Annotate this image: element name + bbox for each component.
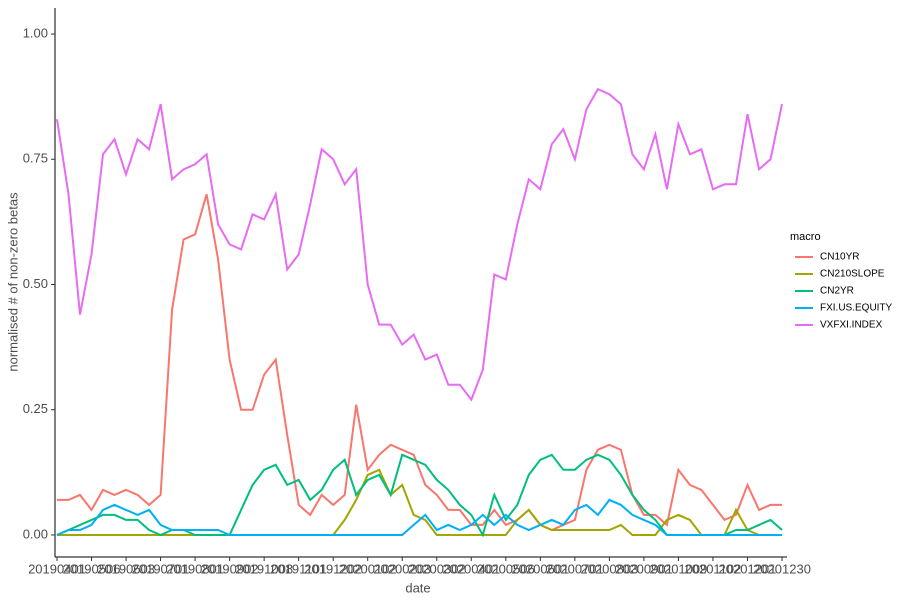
y-tick-label: 0.00 [23, 526, 48, 541]
x-tick-label: 20190506 [63, 561, 121, 576]
x-tick-label: 20200401 [442, 561, 500, 576]
y-axis-label: normalised # of non-zero betas [5, 192, 20, 372]
x-tick-label: 20200203 [373, 561, 431, 576]
x-tick-label: 20190801 [166, 561, 224, 576]
series-line [56, 87, 783, 402]
x-tick-label: 20191202 [304, 561, 362, 576]
x-tick-label: 20200506 [477, 561, 535, 576]
legend-title: macro [790, 231, 821, 243]
series-line [57, 194, 782, 532]
x-tick-label: 20201102 [685, 561, 742, 576]
x-tick-label: 20190902 [201, 561, 259, 576]
x-tick-label: 20200302 [408, 561, 466, 576]
x-tick-label: 20191101 [270, 561, 327, 576]
x-tick-label: 20190401 [28, 561, 86, 576]
x-tick-label: 20201009 [650, 561, 708, 576]
legend-label: FXI.US.EQUITY [820, 303, 893, 314]
y-tick-label: 0.75 [23, 151, 48, 166]
x-tick-label: 20200803 [580, 561, 638, 576]
x-tick-label: 20190603 [97, 561, 155, 576]
x-tick-label: 20200701 [546, 561, 604, 576]
x-axis-label: date [405, 580, 430, 595]
x-tick-label: 20201201 [719, 561, 777, 576]
x-tick-label: 20201230 [753, 561, 811, 576]
x-tick-label: 20200901 [615, 561, 673, 576]
x-tick-label: 20200601 [511, 561, 569, 576]
legend-label: CN10YR [820, 252, 859, 263]
legend-label: VXFXI.INDEX [820, 320, 883, 331]
y-tick-label: 0.25 [23, 401, 48, 416]
series-line [56, 498, 782, 536]
x-tick-label: 20200102 [339, 561, 397, 576]
series-line [57, 468, 782, 536]
y-tick-label: 1.00 [23, 25, 48, 40]
x-tick-label: 20191008 [235, 561, 293, 576]
y-tick-label: 0.50 [23, 276, 48, 291]
legend-label: CN2YR [820, 286, 854, 297]
x-tick-label: 20190701 [132, 561, 190, 576]
legend-label: CN210SLOPE [820, 269, 885, 280]
